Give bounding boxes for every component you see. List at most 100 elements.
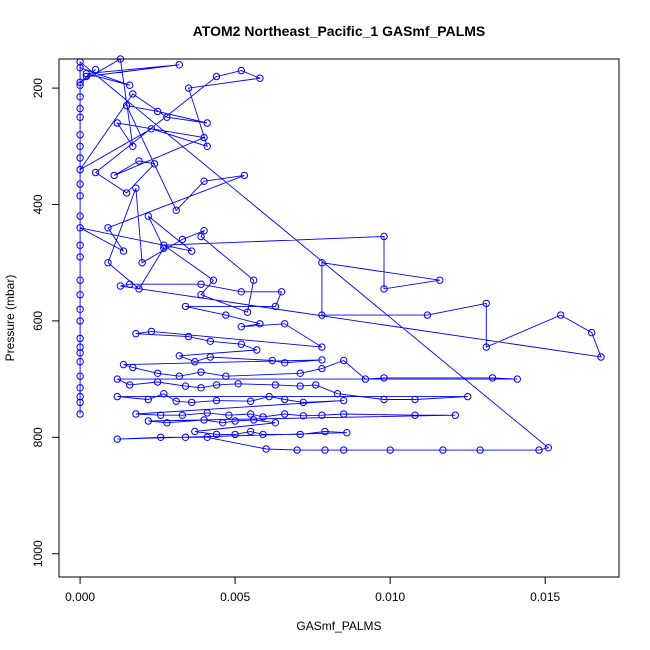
data-point [138,259,146,267]
data-point [126,81,134,89]
data-point [296,430,304,439]
data-point [181,433,190,441]
data-point [113,119,122,127]
data-point [76,392,84,401]
data-point [212,381,221,389]
data-point [451,411,459,419]
data-point [147,327,156,336]
data-point [203,409,211,417]
data-point [482,299,490,308]
data-point [250,276,258,284]
data-point [219,419,227,427]
data-point [386,446,394,454]
data-point [76,64,84,72]
data-point [76,276,84,284]
data-point [271,419,280,427]
data-point [76,372,84,380]
data-point [281,410,289,418]
data-point [178,411,187,419]
data-point [76,349,84,357]
data-point [380,285,388,293]
data-point [243,308,252,316]
data-point [76,78,84,87]
data-point [318,343,326,351]
y-tick-label: 200 [31,78,45,98]
data-point [380,395,388,404]
data-point [188,247,196,255]
data-point [181,382,190,390]
data-point [296,382,304,390]
data-point [129,142,137,151]
data-point [160,244,168,252]
data-point [119,360,128,369]
y-tick-label: 400 [31,194,45,214]
data-point [343,429,351,437]
data-point [281,395,289,404]
data-point [82,72,91,81]
x-tick-label: 0.005 [220,590,250,604]
data-point [76,358,84,366]
data-point [318,356,326,364]
data-point [231,430,239,439]
data-point [411,411,419,419]
data-point [76,291,84,299]
data-point [200,133,208,142]
data-point [271,302,280,311]
data-point [318,259,326,267]
data-point [259,430,267,439]
plot-frame [58,58,620,578]
data-point [557,311,565,319]
data-point [197,280,205,288]
data-point [178,235,187,244]
data-point [113,375,122,383]
data-point [113,392,122,401]
x-tick-label: 0.000 [65,590,95,604]
data-point [172,397,180,405]
data-point [333,390,342,398]
data-point [246,427,255,436]
data-point [318,411,326,419]
data-point [160,241,168,249]
y-tick-label: 1000 [31,540,45,567]
data-point [132,330,140,338]
data-point [361,375,370,383]
data-point [76,317,84,325]
data-point [237,323,246,331]
data-point [476,446,484,454]
data-point [439,446,447,454]
data-point [160,390,168,398]
data-point [268,356,276,365]
data-point [259,413,267,421]
data-point [321,427,329,436]
data-point [200,177,208,185]
data-point [76,180,84,188]
data-point [197,291,205,299]
data-point [209,276,218,284]
data-point [488,374,497,382]
data-point [113,435,122,443]
data-point [464,392,472,401]
data-point [197,232,205,241]
data-point [281,320,289,328]
data-point [222,311,230,319]
data-point [153,369,162,377]
data-point [234,380,242,388]
data-point [76,165,84,174]
data-point [225,411,233,419]
data-point [188,398,196,407]
data-point [271,381,280,389]
data-point [129,90,137,98]
data-point [312,381,320,389]
data-point [380,374,388,382]
y-axis-label: Pressure (mbar) [3,275,17,362]
data-point [231,417,239,425]
data-point [293,446,301,454]
data-point [91,168,100,177]
data-point [119,247,128,255]
data-point [172,206,180,215]
data-point [321,446,329,454]
data-point [197,368,205,376]
data-point [175,61,184,69]
data-point [76,398,84,407]
data-point [135,157,143,165]
